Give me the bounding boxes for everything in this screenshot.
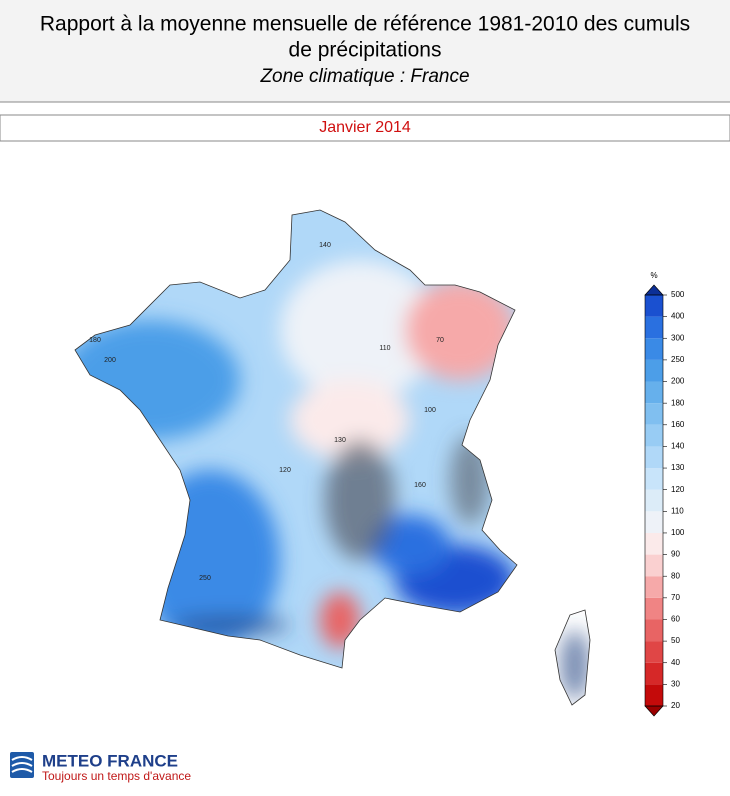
colorbar-segment <box>645 381 663 404</box>
contour-label: 120 <box>279 467 291 474</box>
colorbar-tick-label: 40 <box>671 658 680 667</box>
colorbar-tick-label: 500 <box>671 290 685 299</box>
colorbar-tick-label: 400 <box>671 312 685 321</box>
colorbar-segment <box>645 532 663 555</box>
colorbar-segment <box>645 489 663 512</box>
period-box <box>0 114 730 142</box>
title-line: de précipitations <box>289 39 442 62</box>
colorbar-tick-label: 180 <box>671 398 685 407</box>
logo-waves <box>11 756 33 773</box>
colorbar-segment <box>645 597 663 620</box>
colorbar-segment <box>645 511 663 533</box>
coastline <box>74 209 591 706</box>
period: Janvier 2014 <box>319 119 411 136</box>
colorbar-segment <box>645 641 663 663</box>
contour-label: 130 <box>334 437 346 444</box>
contour-label: 70 <box>436 337 444 344</box>
contour-label: 140 <box>319 242 331 249</box>
colorbar-segment <box>645 338 663 360</box>
colorbar-segment <box>645 662 663 685</box>
contour-label: 180 <box>89 337 101 344</box>
colorbar-tick-label: 130 <box>671 463 685 472</box>
colorbar: 20 30 40 50 60 70 80 90 100 110 120 130 140 160 180 200… <box>644 284 685 717</box>
colorbar-frame <box>644 294 664 707</box>
colorbar-tick-label: 100 <box>671 528 685 537</box>
logo: METEO FRANCE Toujours un temps d'avance <box>10 751 191 783</box>
colorbar-tick-label: 200 <box>671 377 685 386</box>
colorbar-tick-label: 50 <box>671 636 680 645</box>
colorbar-tick-label: 20 <box>671 701 680 710</box>
colorbar-tick-label: 110 <box>671 506 684 515</box>
colorbar-tick-label: 30 <box>671 679 680 688</box>
contour-label: 160 <box>414 482 426 489</box>
colorbar-tick-label: 120 <box>671 485 685 494</box>
colorbar-segment <box>645 619 663 642</box>
colorbar-segment <box>645 684 663 706</box>
contour-label: 250 <box>199 575 211 582</box>
colorbar-segment <box>645 295 663 317</box>
precipitation-map <box>75 210 590 705</box>
colorbar-tick-label: 70 <box>671 593 680 602</box>
subtitle: Zone climatique : France <box>259 66 469 87</box>
logo-name: METEO FRANCE <box>42 751 178 770</box>
contour-labels: 140 180 200 100 110 70 250 120 160 130 <box>89 242 444 582</box>
colorbar-under <box>644 705 664 717</box>
contour-label: 200 <box>104 357 116 364</box>
contour-label: 100 <box>424 407 436 414</box>
colorbar-tick-label: 250 <box>671 355 685 364</box>
colorbar-unit: % <box>650 271 657 280</box>
colorbar-segment <box>645 424 663 447</box>
title-line: Rapport à la moyenne mensuelle de référe… <box>40 13 690 36</box>
colorbar-tick-label: 90 <box>671 550 680 559</box>
header-box <box>0 0 730 102</box>
colorbar-segment <box>645 576 663 598</box>
colorbar-segment <box>645 446 663 469</box>
colorbar-tick-label: 80 <box>671 571 680 580</box>
colorbar-tick-label: 60 <box>671 615 680 624</box>
colorbar-tick-label: 140 <box>671 442 685 451</box>
colorbar-segment <box>645 468 663 490</box>
logo-tagline: Toujours un temps d'avance <box>42 769 191 783</box>
colorbar-segment <box>645 359 663 382</box>
colorbar-tick-label: 160 <box>671 420 685 429</box>
colorbar-over <box>644 284 664 296</box>
colorbar-segment <box>645 403 663 425</box>
colorbar-tick-label: 300 <box>671 333 685 342</box>
contour-label: 110 <box>379 345 390 352</box>
colorbar-segment <box>645 554 663 577</box>
colorbar-segment <box>645 316 663 339</box>
